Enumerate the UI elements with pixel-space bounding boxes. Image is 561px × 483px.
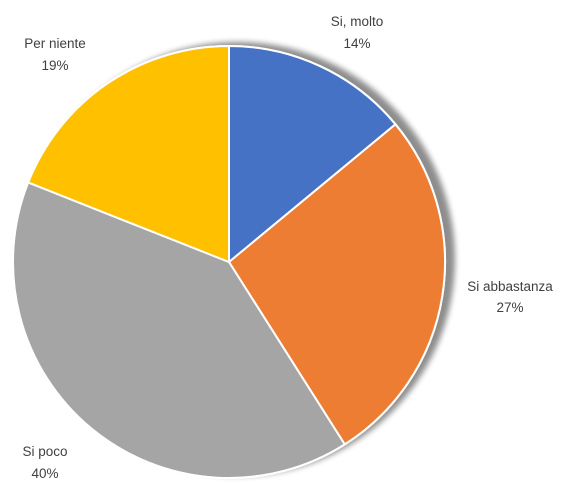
pie-slice-per-niente bbox=[26, 44, 230, 264]
slice-percent-label: 40% bbox=[31, 466, 58, 481]
slice-percent-label: 27% bbox=[496, 300, 523, 315]
pie-slice-si-molto bbox=[228, 44, 397, 265]
slice-category-label: Si abbastanza bbox=[467, 279, 553, 294]
slice-category-label: Si poco bbox=[22, 444, 67, 459]
pie-slices bbox=[12, 44, 446, 479]
slice-percent-label: 19% bbox=[41, 58, 68, 73]
slice-category-label: Si, molto bbox=[331, 14, 384, 29]
pie-slice-si-poco bbox=[12, 181, 347, 479]
slice-category-label: Per niente bbox=[24, 36, 86, 51]
pie-slice-si-abbastanza bbox=[227, 122, 446, 446]
slice-percent-label: 14% bbox=[343, 36, 370, 51]
pie-labels: Si, molto 14% Si abbastanza 27% Si poco 40% Pe… bbox=[22, 14, 553, 481]
